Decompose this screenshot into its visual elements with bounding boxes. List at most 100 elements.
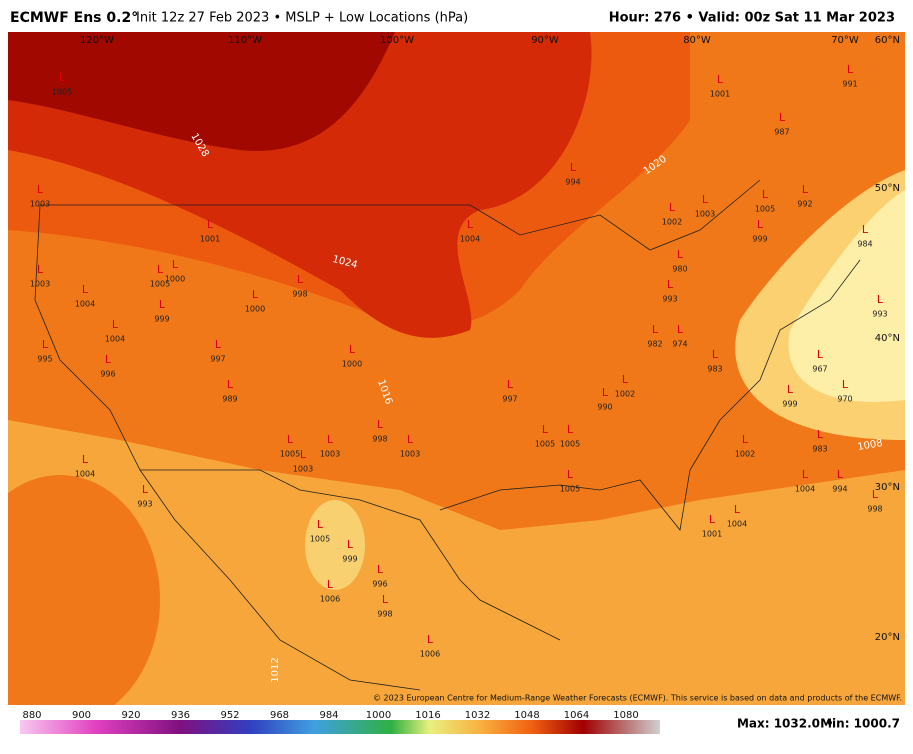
colorbar-label: 1032 xyxy=(465,710,490,721)
low-pressure: 993 xyxy=(872,310,887,319)
low-pressure: 1000 xyxy=(165,275,185,284)
low-pressure: 982 xyxy=(647,340,662,349)
low-pressure: 983 xyxy=(707,365,722,374)
colorbar-label: 900 xyxy=(72,710,91,721)
title: ECMWF Ens 0.2° xyxy=(10,10,138,26)
low-pressure: 1003 xyxy=(293,465,313,474)
low-symbol: L xyxy=(382,593,389,606)
low-pressure: 1003 xyxy=(695,210,715,219)
min-value: Min: 1000.7 xyxy=(820,717,900,731)
low-symbol: L xyxy=(762,188,769,201)
lon-label: 110°W xyxy=(228,35,262,46)
low-symbol: L xyxy=(172,258,179,271)
low-symbol: L xyxy=(207,218,214,231)
low-pressure: 998 xyxy=(377,610,392,619)
low-symbol: L xyxy=(112,318,119,331)
low-symbol: L xyxy=(157,263,164,276)
low-symbol: L xyxy=(709,513,716,526)
low-symbol: L xyxy=(287,433,294,446)
colorbar-label: 1064 xyxy=(564,710,589,721)
low-symbol: L xyxy=(652,323,659,336)
low-pressure: 993 xyxy=(662,295,677,304)
low-pressure: 1004 xyxy=(460,235,480,244)
low-pressure: 983 xyxy=(812,445,827,454)
lon-label: 90°W xyxy=(531,35,559,46)
low-pressure: 996 xyxy=(372,580,387,589)
low-symbol: L xyxy=(712,348,719,361)
low-symbol: L xyxy=(567,468,574,481)
colorbar-label: 952 xyxy=(220,710,239,721)
low-pressure: 980 xyxy=(672,265,687,274)
lon-label: 100°W xyxy=(380,35,414,46)
low-symbol: L xyxy=(215,338,222,351)
region xyxy=(8,420,905,705)
low-symbol: L xyxy=(779,111,786,124)
colorbar-label: 1016 xyxy=(415,710,440,721)
low-pressure: 1002 xyxy=(662,218,682,227)
lat-label: 40°N xyxy=(875,333,900,344)
low-symbol: L xyxy=(82,453,89,466)
low-pressure: 1005 xyxy=(150,280,170,289)
low-pressure: 1000 xyxy=(245,305,265,314)
low-pressure: 1004 xyxy=(75,300,95,309)
low-pressure: 1002 xyxy=(735,450,755,459)
lon-label: 70°W xyxy=(831,35,859,46)
low-symbol: L xyxy=(872,488,879,501)
isobar-label: 1008 xyxy=(857,438,884,453)
low-pressure: 999 xyxy=(154,315,169,324)
low-pressure: 990 xyxy=(597,403,612,412)
low-symbol: L xyxy=(757,218,764,231)
low-symbol: L xyxy=(227,378,234,391)
low-pressure: 1004 xyxy=(795,485,815,494)
low-pressure: 1006 xyxy=(320,595,340,604)
low-pressure: 1003 xyxy=(320,450,340,459)
low-symbol: L xyxy=(837,468,844,481)
low-symbol: L xyxy=(667,278,674,291)
low-pressure: 1003 xyxy=(400,450,420,459)
region xyxy=(8,475,160,705)
low-symbol: L xyxy=(317,518,324,531)
copyright: © 2023 European Centre for Medium-Range … xyxy=(373,694,902,703)
low-symbol: L xyxy=(297,273,304,286)
low-pressure: 997 xyxy=(210,355,225,364)
low-symbol: L xyxy=(407,433,414,446)
borders xyxy=(34,179,861,691)
low-pressure: 998 xyxy=(292,290,307,299)
low-symbol: L xyxy=(82,283,89,296)
low-pressure: 993 xyxy=(137,500,152,509)
region xyxy=(788,190,905,402)
low-pressure: 1005 xyxy=(52,88,72,97)
valid-time: Hour: 276 • Valid: 00z Sat 11 Mar 2023 xyxy=(609,11,895,26)
low-symbol: L xyxy=(327,433,334,446)
low-symbol: L xyxy=(847,63,854,76)
low-pressure: 1005 xyxy=(535,440,555,449)
low-symbol: L xyxy=(105,353,112,366)
low-symbol: L xyxy=(467,218,474,231)
low-symbol: L xyxy=(702,193,709,206)
colorbar-label: 920 xyxy=(121,710,140,721)
low-symbol: L xyxy=(787,383,794,396)
low-pressure: 996 xyxy=(100,370,115,379)
colorbar-label: 936 xyxy=(171,710,190,721)
max-value: Max: 1032.0 xyxy=(737,717,820,731)
low-symbol: L xyxy=(507,378,514,391)
low-symbol: L xyxy=(159,298,166,311)
low-symbol: L xyxy=(542,423,549,436)
low-symbol: L xyxy=(427,633,434,646)
low-pressure: 970 xyxy=(837,395,852,404)
low-symbol: L xyxy=(59,71,66,84)
low-pressure: 1002 xyxy=(615,390,635,399)
low-symbol: L xyxy=(570,161,577,174)
low-pressure: 998 xyxy=(372,435,387,444)
low-symbol: L xyxy=(817,348,824,361)
low-symbol: L xyxy=(817,428,824,441)
low-symbol: L xyxy=(37,183,44,196)
lat-label: 20°N xyxy=(875,632,900,643)
low-pressure: 1004 xyxy=(727,520,747,529)
low-symbol: L xyxy=(300,448,307,461)
lat-label: 60°N xyxy=(875,35,900,46)
low-pressure: 1001 xyxy=(200,235,220,244)
low-pressure: 1006 xyxy=(420,650,440,659)
low-pressure: 994 xyxy=(565,178,580,187)
low-pressure: 1005 xyxy=(310,535,330,544)
